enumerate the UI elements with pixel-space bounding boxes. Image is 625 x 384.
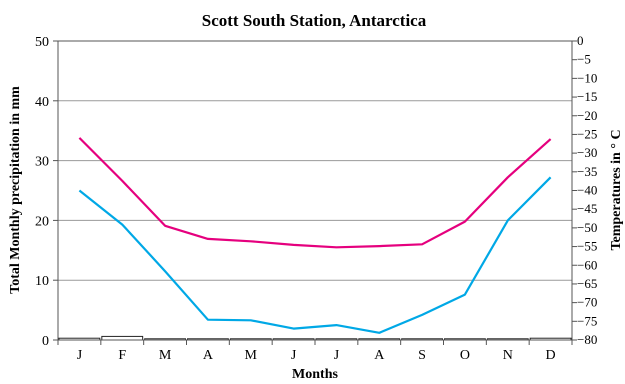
- right-axis-ticks: 0 −5 −10 −15 −20 −25 −30 −35 −40 −45 −50 −55 −60 −65 −…: [572, 33, 597, 347]
- right-tick-label: −30: [577, 145, 597, 160]
- right-tick-label: −35: [577, 164, 597, 179]
- left-tick-label: 10: [35, 274, 49, 289]
- x-axis-label: Months: [292, 367, 338, 382]
- x-tick-label: S: [418, 348, 426, 363]
- left-tick-label: 0: [42, 334, 49, 349]
- series-line: [78, 137, 552, 249]
- right-tick-label: −10: [577, 70, 597, 85]
- right-tick-label: −5: [577, 52, 591, 67]
- x-tick-label: F: [118, 348, 126, 363]
- right-tick-label: −60: [577, 257, 597, 272]
- series-line: [78, 176, 552, 334]
- y-axis-label-right: Temperatures in ° C: [609, 129, 624, 250]
- left-tick-label: 20: [35, 214, 49, 229]
- x-tick-label: A: [374, 348, 385, 363]
- right-tick-label: −20: [577, 108, 597, 123]
- right-tick-label: −75: [577, 313, 597, 328]
- right-tick-label: −55: [577, 239, 597, 254]
- grid-lines: [58, 100, 572, 281]
- left-axis-ticks: 0 10 20 30 40 50: [35, 35, 58, 349]
- x-tick-label: N: [503, 348, 513, 363]
- right-tick-label: −40: [577, 183, 597, 198]
- right-tick-label: −45: [577, 201, 597, 216]
- x-tick-label: O: [460, 348, 470, 363]
- left-tick-label: 40: [35, 95, 49, 110]
- y-axis-label-left: Total Monthly precipitation in mm: [8, 86, 23, 294]
- series-lines: [78, 137, 552, 334]
- x-tick-label: J: [334, 348, 340, 363]
- right-tick-label: −70: [577, 295, 597, 310]
- right-tick-label: 0: [577, 33, 584, 48]
- right-tick-label: −15: [577, 89, 597, 104]
- chart-title: Scott South Station, Antarctica: [202, 11, 427, 30]
- precipitation-bar: [101, 335, 144, 341]
- right-tick-label: −65: [577, 276, 597, 291]
- left-tick-label: 50: [35, 35, 49, 50]
- x-tick-label: J: [77, 348, 83, 363]
- x-tick-label: M: [159, 348, 172, 363]
- right-tick-label: −25: [577, 126, 597, 141]
- right-tick-label: −50: [577, 220, 597, 235]
- x-tick-label: D: [546, 348, 556, 363]
- right-tick-label: −80: [577, 332, 597, 347]
- left-tick-label: 30: [35, 155, 49, 170]
- x-tick-label: J: [291, 348, 297, 363]
- x-tick-label: A: [203, 348, 214, 363]
- precipitation-bars: [58, 335, 572, 341]
- x-tick-label: M: [245, 348, 258, 363]
